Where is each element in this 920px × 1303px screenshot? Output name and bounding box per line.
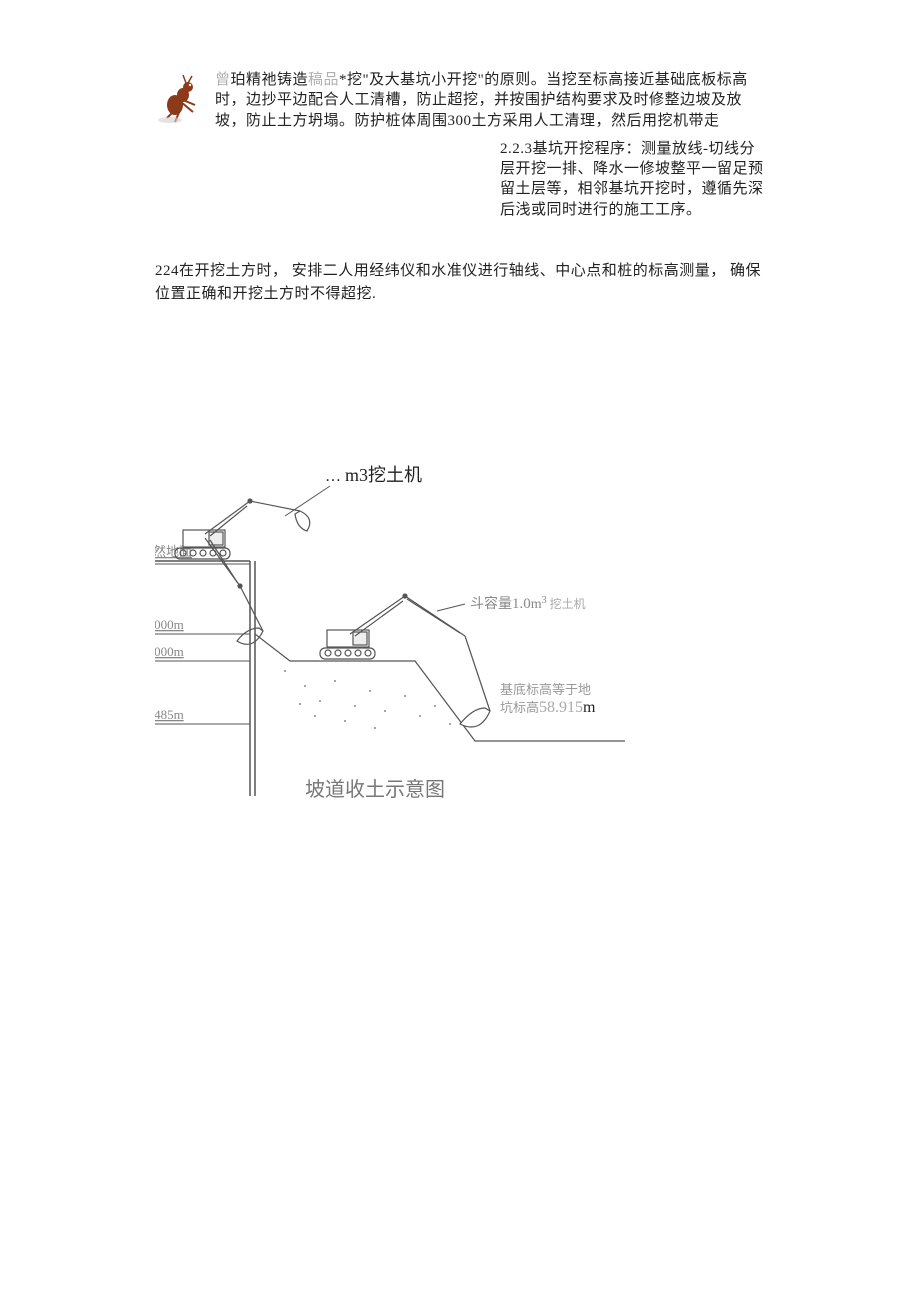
header-text-1: 珀精祂铸造 [231, 72, 309, 88]
upper-excavator-icon [175, 499, 310, 644]
diagram-caption: 坡道收土示意图 [305, 778, 445, 801]
sub-paragraph-223: 2.2.3基坑开挖程序：测量放线-切线分层开挖一排、降水一修坡整平一留足预留土层… [500, 139, 770, 220]
base-elevation-line2: 坑标高58.915m [500, 699, 596, 716]
soil-texture [284, 670, 451, 729]
header-paragraph: 曾珀精祂铸造稿品*挖"及大基坑小开挖"的原则。当挖至标高接近基础底板标高时，边抄… [215, 70, 765, 131]
bucket-capacity-label: 斗容量1.0m3 挖土机 [470, 595, 586, 612]
header-block: 曾珀精祂铸造稿品*挖"及大基坑小开挖"的原则。当挖至标高接近基础底板标高时，边抄… [155, 70, 765, 131]
grey-mid: 稿品 [308, 72, 339, 88]
top-label-prefix: … [325, 468, 341, 485]
sub-text: 2.2.3基坑开挖程序：测量放线-切线分层开挖一排、降水一修坡整平一留足预留土层… [500, 141, 764, 218]
excavation-diagram: … m3挖土机 自然地面 [155, 456, 765, 836]
top-excavator-label: m3挖土机 [345, 465, 422, 485]
ant-mascot-icon [155, 70, 210, 125]
level-2-label: -4.000m [155, 644, 184, 659]
para224-text: 224在开挖土方时， 安排二人用经纬仪和水准仪进行轴线、中心点和桩的标高测量， … [155, 263, 761, 302]
level-1-label: -3.000m [155, 617, 184, 632]
level-3-label: -6.485m [155, 707, 184, 722]
grey-prefix: 曾 [215, 72, 231, 88]
base-elevation-line1: 基底标高等于地 [500, 682, 591, 697]
paragraph-224: 224在开挖土方时， 安排二人用经纬仪和水准仪进行轴线、中心点和桩的标高测量， … [155, 260, 765, 307]
